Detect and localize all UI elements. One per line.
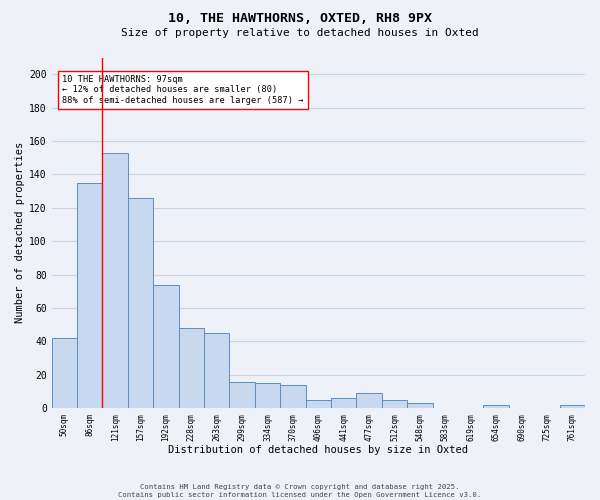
Bar <box>179 328 204 408</box>
Bar <box>103 152 128 408</box>
Bar <box>52 338 77 408</box>
Bar <box>331 398 356 408</box>
X-axis label: Distribution of detached houses by size in Oxted: Distribution of detached houses by size … <box>169 445 469 455</box>
Bar <box>153 284 179 408</box>
Bar <box>560 405 585 408</box>
Bar <box>407 403 433 408</box>
Text: 10, THE HAWTHORNS, OXTED, RH8 9PX: 10, THE HAWTHORNS, OXTED, RH8 9PX <box>168 12 432 26</box>
Y-axis label: Number of detached properties: Number of detached properties <box>15 142 25 324</box>
Bar <box>229 382 255 408</box>
Bar <box>128 198 153 408</box>
Bar <box>382 400 407 408</box>
Bar <box>280 385 305 408</box>
Text: Size of property relative to detached houses in Oxted: Size of property relative to detached ho… <box>121 28 479 38</box>
Bar <box>484 405 509 408</box>
Bar <box>255 383 280 408</box>
Text: 10 THE HAWTHORNS: 97sqm
← 12% of detached houses are smaller (80)
88% of semi-de: 10 THE HAWTHORNS: 97sqm ← 12% of detache… <box>62 75 304 105</box>
Text: Contains HM Land Registry data © Crown copyright and database right 2025.
Contai: Contains HM Land Registry data © Crown c… <box>118 484 482 498</box>
Bar <box>356 393 382 408</box>
Bar <box>77 183 103 408</box>
Bar <box>305 400 331 408</box>
Bar <box>204 333 229 408</box>
